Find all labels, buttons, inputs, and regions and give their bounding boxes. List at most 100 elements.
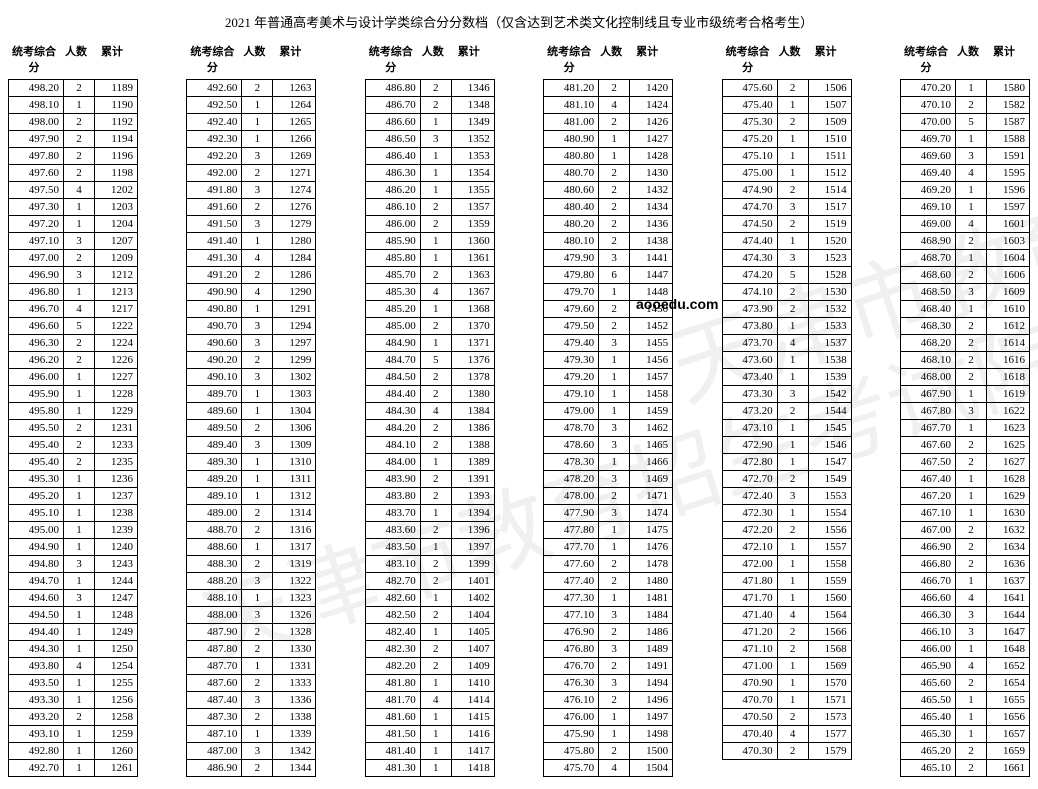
table-row: 481.2021420 — [544, 80, 673, 97]
cell-count: 3 — [599, 675, 630, 692]
cell-score: 497.20 — [9, 216, 64, 233]
cell-score: 492.70 — [9, 760, 64, 777]
table-row: 490.7031294 — [187, 318, 316, 335]
cell-cum: 1240 — [95, 539, 138, 556]
table-row: 474.5021519 — [722, 216, 851, 233]
cell-count: 1 — [242, 726, 273, 743]
cell-cum: 1378 — [451, 369, 494, 386]
cell-count: 1 — [420, 760, 451, 777]
cell-count: 1 — [64, 726, 95, 743]
cell-score: 492.20 — [187, 148, 242, 165]
cell-score: 473.60 — [722, 352, 777, 369]
table-row: 483.7011394 — [365, 505, 494, 522]
table-row: 497.2011204 — [9, 216, 138, 233]
cell-count: 2 — [420, 267, 451, 284]
cell-cum: 1648 — [986, 641, 1029, 658]
table-row: 466.9021634 — [900, 539, 1029, 556]
cell-count: 2 — [777, 301, 808, 318]
table-row: 494.4011249 — [9, 624, 138, 641]
cell-cum: 1280 — [273, 233, 316, 250]
cell-count: 3 — [242, 369, 273, 386]
table-row: 471.8011559 — [722, 573, 851, 590]
table-row: 495.9011228 — [9, 386, 138, 403]
cell-count: 6 — [599, 267, 630, 284]
cell-score: 470.40 — [722, 726, 777, 743]
cell-cum: 1569 — [808, 658, 851, 675]
cell-count: 1 — [777, 318, 808, 335]
cell-count: 2 — [420, 97, 451, 114]
table-row: 477.1031484 — [544, 607, 673, 624]
cell-count: 2 — [777, 471, 808, 488]
table-row: 478.2031469 — [544, 471, 673, 488]
cell-count: 2 — [242, 641, 273, 658]
cell-score: 482.60 — [365, 590, 420, 607]
cell-count: 2 — [64, 250, 95, 267]
table-row: 483.9021391 — [365, 471, 494, 488]
cell-count: 1 — [64, 471, 95, 488]
cell-cum: 1286 — [273, 267, 316, 284]
cell-score: 468.50 — [900, 284, 955, 301]
cell-cum: 1266 — [273, 131, 316, 148]
cell-score: 469.10 — [900, 199, 955, 216]
cell-count: 3 — [64, 590, 95, 607]
cell-cum: 1213 — [95, 284, 138, 301]
cell-score: 493.30 — [9, 692, 64, 709]
cell-count: 4 — [64, 301, 95, 318]
cell-cum: 1355 — [451, 182, 494, 199]
table-row: 469.6031591 — [900, 148, 1029, 165]
cell-cum: 1291 — [273, 301, 316, 318]
cell-count: 1 — [599, 522, 630, 539]
cell-score: 492.40 — [187, 114, 242, 131]
cell-count: 1 — [420, 335, 451, 352]
score-table: 470.2011580470.1021582470.0051587469.701… — [900, 79, 1030, 777]
cell-score: 466.30 — [900, 607, 955, 624]
table-row: 467.7011623 — [900, 420, 1029, 437]
cell-score: 487.10 — [187, 726, 242, 743]
cell-score: 478.30 — [544, 454, 599, 471]
cell-cum: 1570 — [808, 675, 851, 692]
table-row: 476.3031494 — [544, 675, 673, 692]
cell-score: 467.90 — [900, 386, 955, 403]
header-score: 统考综合分 — [8, 43, 60, 75]
cell-count: 1 — [955, 641, 986, 658]
cell-score: 490.20 — [187, 352, 242, 369]
cell-cum: 1331 — [273, 658, 316, 675]
cell-count: 2 — [242, 80, 273, 97]
cell-count: 3 — [64, 233, 95, 250]
cell-score: 495.00 — [9, 522, 64, 539]
cell-count: 1 — [242, 488, 273, 505]
table-row: 472.3011554 — [722, 505, 851, 522]
cell-score: 479.80 — [544, 267, 599, 284]
cell-count: 2 — [955, 437, 986, 454]
table-row: 494.5011248 — [9, 607, 138, 624]
header-score: 统考综合分 — [722, 43, 774, 75]
cell-cum: 1274 — [273, 182, 316, 199]
table-row: 470.5021573 — [722, 709, 851, 726]
header-cum: 累计 — [984, 43, 1024, 75]
cell-cum: 1302 — [273, 369, 316, 386]
cell-score: 495.80 — [9, 403, 64, 420]
cell-score: 477.70 — [544, 539, 599, 556]
table-row: 494.3011250 — [9, 641, 138, 658]
cell-count: 5 — [64, 318, 95, 335]
cell-cum: 1656 — [986, 709, 1029, 726]
table-row: 482.3021407 — [365, 641, 494, 658]
cell-score: 465.90 — [900, 658, 955, 675]
cell-count: 1 — [955, 420, 986, 437]
cell-count: 1 — [955, 471, 986, 488]
cell-count: 3 — [777, 488, 808, 505]
cell-cum: 1450 — [630, 301, 673, 318]
table-row: 473.6011538 — [722, 352, 851, 369]
cell-cum: 1549 — [808, 471, 851, 488]
cell-score: 477.90 — [544, 505, 599, 522]
cell-cum: 1510 — [808, 131, 851, 148]
table-row: 484.0011389 — [365, 454, 494, 471]
cell-score: 485.00 — [365, 318, 420, 335]
cell-score: 480.70 — [544, 165, 599, 182]
table-row: 470.9011570 — [722, 675, 851, 692]
cell-score: 486.90 — [187, 760, 242, 777]
cell-cum: 1269 — [273, 148, 316, 165]
cell-score: 478.00 — [544, 488, 599, 505]
table-row: 485.3041367 — [365, 284, 494, 301]
cell-score: 485.80 — [365, 250, 420, 267]
